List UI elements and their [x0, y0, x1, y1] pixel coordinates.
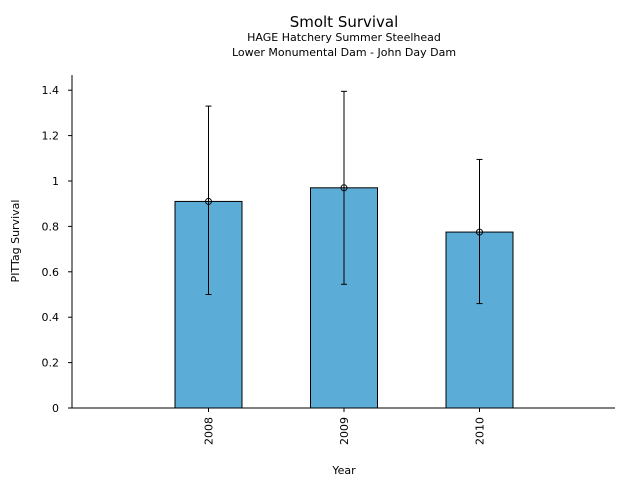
y-tick-label: 1.4	[42, 84, 60, 97]
y-axis-label: PITTag Survival	[9, 200, 22, 283]
point-marker-2010	[476, 228, 483, 236]
point-marker-2008	[205, 197, 212, 205]
y-tick-label: 0.4	[42, 311, 60, 324]
y-tick-label: 1.2	[42, 130, 60, 143]
chart-subtitle-line-1: HAGE Hatchery Summer Steelhead	[247, 31, 441, 44]
error-bars-layer	[205, 90, 483, 305]
chart-title: Smolt Survival	[289, 13, 399, 31]
y-tick-label: 0.6	[42, 266, 60, 279]
y-tick-label: 0	[52, 402, 59, 415]
x-tick-label-2008: 2008	[203, 417, 216, 445]
y-tick-label: 0.2	[42, 357, 60, 370]
y-tick-label: 0.8	[42, 220, 60, 233]
y-ticks-layer: 0 0.2 0.4 0.6 0.8 1 1.2 1.4	[42, 84, 72, 415]
x-axis-label: Year	[331, 464, 356, 477]
point-marker-2009	[340, 184, 348, 192]
x-ticks-layer: 2008 2009 2010	[203, 408, 487, 445]
chart-subtitle-line-2: Lower Monumental Dam - John Day Dam	[231, 46, 457, 59]
y-tick-label: 1	[52, 175, 59, 188]
x-tick-label-2010: 2010	[474, 417, 487, 445]
x-tick-label-2009: 2009	[338, 417, 351, 445]
